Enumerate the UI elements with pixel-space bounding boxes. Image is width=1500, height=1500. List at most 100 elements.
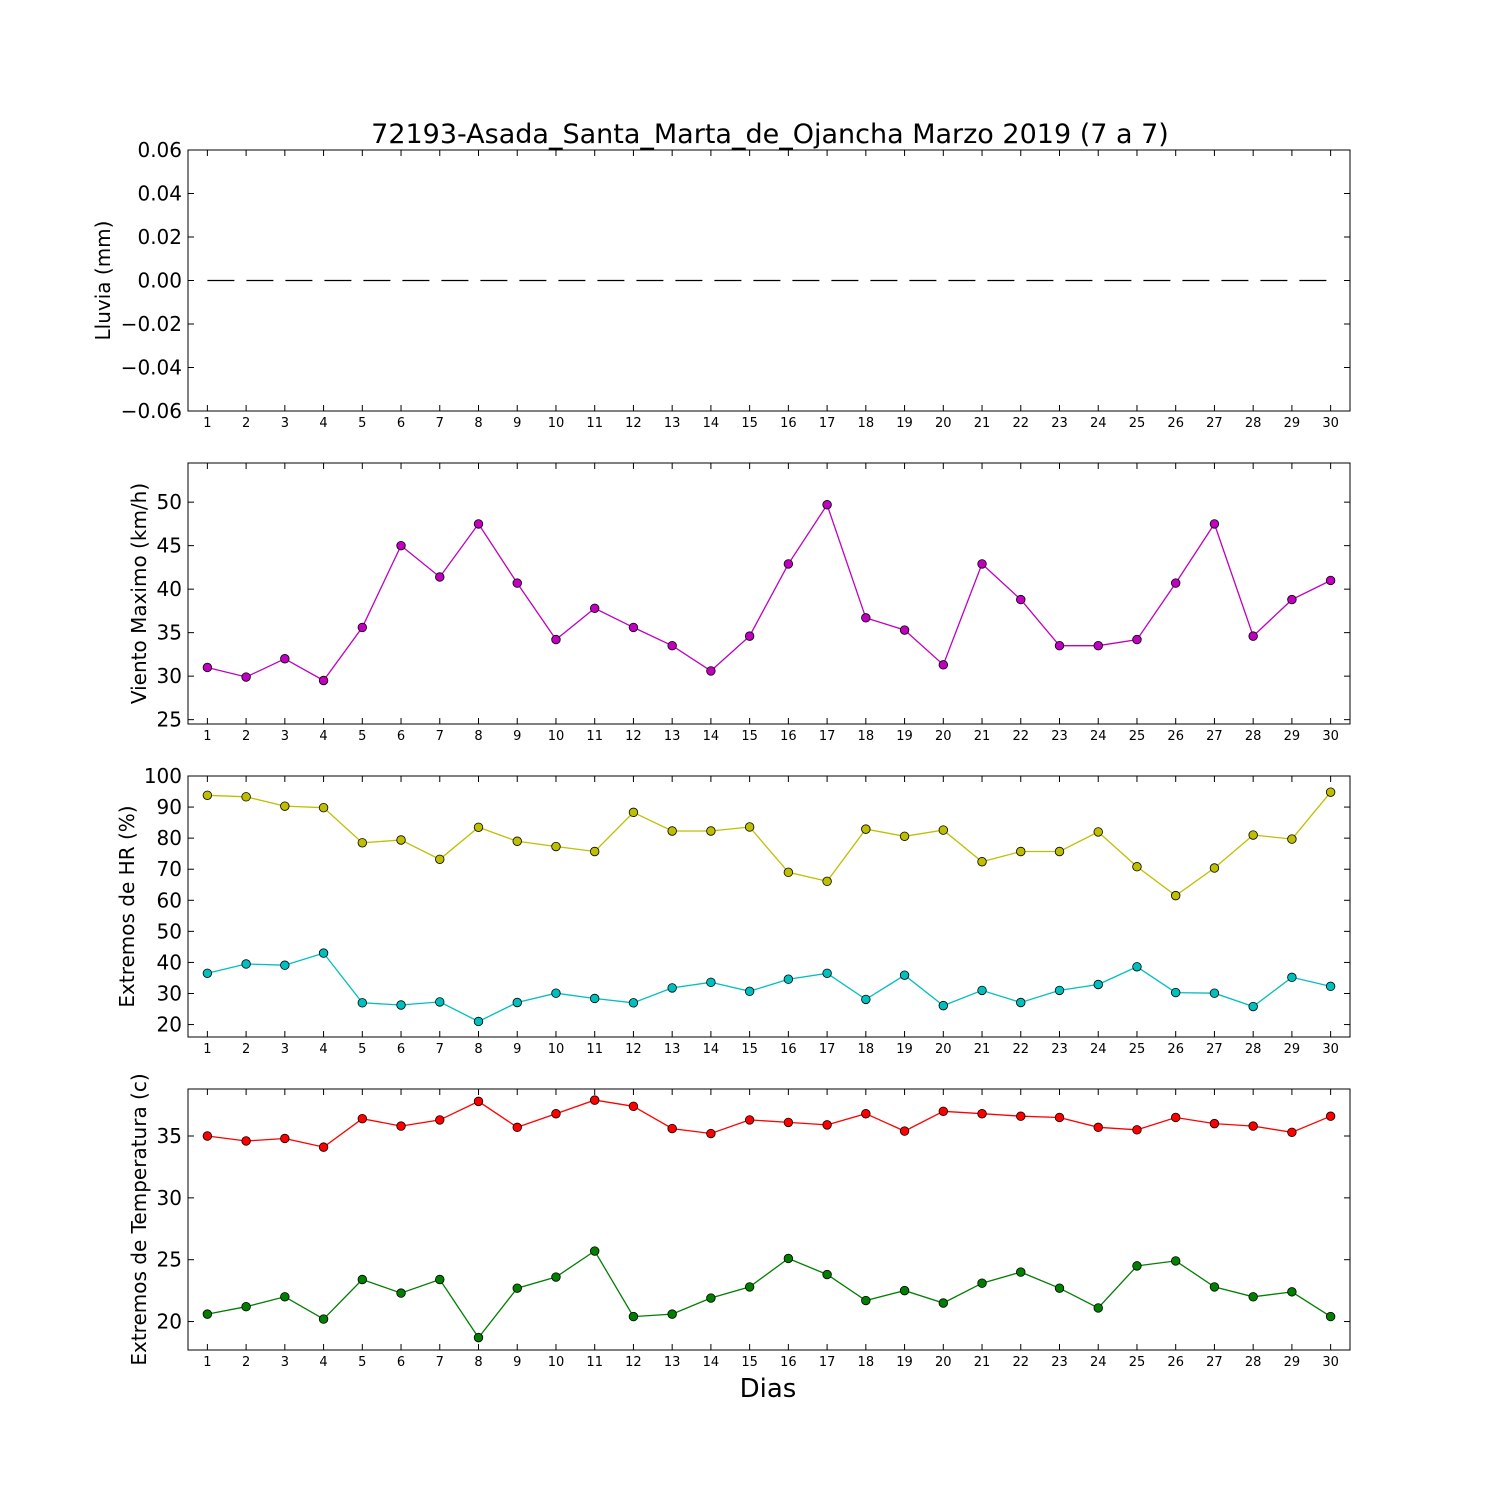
- humedad-series-2-point: [938, 1000, 949, 1011]
- temperatura-series-2-point: [1209, 1282, 1220, 1292]
- lluvia-xtick-label: 27: [1206, 416, 1223, 431]
- temperatura-xtick-label: 15: [741, 1355, 758, 1370]
- temperatura-series-2-point: [280, 1292, 290, 1302]
- temperatura-xtick-label: 19: [896, 1355, 913, 1370]
- humedad-series-1-point: [551, 841, 561, 852]
- viento-xtick-label: 9: [513, 729, 521, 744]
- humedad-xtick-label: 14: [703, 1042, 720, 1057]
- temperatura-series-2-point: [318, 1314, 329, 1324]
- humedad-series-1-point: [473, 822, 484, 832]
- lluvia-xtick-label: 30: [1322, 416, 1339, 431]
- lluvia-xtick-label: 18: [858, 416, 875, 431]
- temperatura-series-2-point: [1093, 1303, 1103, 1313]
- temperatura-series-2-point: [202, 1309, 213, 1319]
- humedad-xtick-label: 17: [819, 1042, 836, 1057]
- temperatura-xtick-label: 2: [242, 1355, 250, 1370]
- viento-axes-frame: [187, 462, 1351, 725]
- temperatura-series-1-point: [357, 1113, 368, 1124]
- viento-series-1-point: [744, 631, 755, 641]
- humedad-ytick-label: 80: [157, 826, 182, 850]
- humedad-xtick-label: 28: [1245, 1042, 1262, 1057]
- humedad-series-2-point: [1016, 997, 1026, 1008]
- viento-series-1-point: [473, 519, 484, 529]
- humedad-xtick-label: 29: [1284, 1042, 1301, 1057]
- viento-xtick-label: 12: [625, 729, 642, 744]
- humedad-series-1-point: [977, 857, 987, 867]
- temperatura-ytick-label: 20: [157, 1310, 182, 1334]
- humedad-series-2-point: [783, 974, 794, 984]
- temperatura-xtick-label: 20: [935, 1355, 952, 1370]
- temperatura-series-2-line: [207, 1250, 1331, 1339]
- temperatura-xtick-label: 9: [513, 1355, 521, 1370]
- humedad-y-axis-label: Extremos de HR (%): [115, 805, 139, 1007]
- viento-xtick-label: 28: [1245, 729, 1262, 744]
- humedad-series-2-point: [590, 993, 600, 1004]
- temperatura-xtick-label: 29: [1284, 1355, 1301, 1370]
- temperatura-xtick-label: 14: [703, 1355, 720, 1370]
- lluvia-xtick-label: 17: [819, 416, 836, 431]
- temperatura-series-1-point: [202, 1131, 213, 1141]
- temperatura-xtick-label: 28: [1245, 1355, 1262, 1370]
- humedad-axes-frame: [187, 775, 1351, 1038]
- humedad-ytick-label: 30: [157, 982, 182, 1006]
- lluvia-xtick-label: 1: [203, 416, 211, 431]
- viento-series-1-point: [590, 603, 600, 613]
- lluvia-ytick-label: −0.02: [121, 312, 182, 336]
- lluvia-xtick-label: 11: [586, 416, 603, 431]
- lluvia-ytick-label: −0.06: [121, 399, 182, 423]
- humedad-series-2-point: [706, 977, 716, 988]
- temperatura-xtick-label: 25: [1129, 1355, 1146, 1370]
- viento-series-1-point: [783, 559, 794, 569]
- lluvia-ytick-label: 0.02: [137, 225, 182, 249]
- humedad-series-2-point: [1209, 988, 1220, 998]
- humedad-xtick-label: 10: [548, 1042, 565, 1057]
- viento-series-1-point: [1248, 631, 1258, 641]
- temperatura-series-2-point: [1054, 1283, 1065, 1293]
- viento-y-axis-label: Viento Maximo (km/h): [127, 483, 151, 704]
- temperatura-xtick-label: 11: [586, 1355, 603, 1370]
- temperatura-xtick-label: 7: [436, 1355, 444, 1370]
- viento-xtick-label: 1: [203, 729, 211, 744]
- temperatura-series-2-point: [667, 1309, 677, 1319]
- humedad-series-1-point: [1132, 862, 1142, 872]
- temperatura-xtick-label: 8: [474, 1355, 482, 1370]
- humedad-xtick-label: 6: [397, 1042, 405, 1057]
- viento-series-1-point: [1287, 594, 1297, 605]
- humedad-series-1-point: [1016, 846, 1026, 857]
- viento-series-1-point: [1054, 641, 1065, 651]
- humedad-xtick-label: 26: [1167, 1042, 1184, 1057]
- lluvia-xtick-label: 2: [242, 416, 250, 431]
- viento-ytick-label: 45: [157, 534, 182, 558]
- lluvia-xtick-label: 13: [664, 416, 681, 431]
- viento-series-1-point: [551, 634, 561, 645]
- temperatura-ytick-label: 35: [157, 1124, 182, 1148]
- humedad-series-2-point: [1132, 962, 1142, 972]
- humedad-xtick-label: 15: [741, 1042, 758, 1057]
- humedad-xtick-label: 16: [780, 1042, 797, 1057]
- temperatura-ytick-label: 25: [157, 1248, 182, 1272]
- temperatura-xtick-label: 26: [1167, 1355, 1184, 1370]
- temperatura-series-2-point: [1325, 1311, 1336, 1322]
- viento-xtick-label: 27: [1206, 729, 1223, 744]
- temperatura-series-1-point: [1132, 1125, 1142, 1135]
- humedad-series-1-point: [1248, 830, 1258, 840]
- humedad-series-2-point: [473, 1016, 484, 1027]
- humedad-xtick-label: 3: [281, 1042, 289, 1057]
- humedad-series-2-point: [1170, 987, 1181, 998]
- lluvia-xtick-label: 15: [741, 416, 758, 431]
- viento-xtick-label: 18: [858, 729, 875, 744]
- temperatura-series-2-point: [241, 1302, 251, 1312]
- temperatura-series-1-point: [1093, 1122, 1103, 1133]
- viento-series-1-point: [1016, 594, 1026, 605]
- temperatura-series-1-point: [822, 1120, 832, 1130]
- temperatura-xtick-label: 27: [1206, 1355, 1223, 1370]
- viento-series-1-point: [899, 625, 910, 635]
- humedad-series-1-line: [207, 791, 1332, 897]
- lluvia-xtick-label: 28: [1245, 416, 1262, 431]
- temperatura-series-1-point: [280, 1133, 290, 1144]
- humedad-series-1-point: [357, 838, 368, 848]
- temperatura-series-1-point: [628, 1101, 639, 1112]
